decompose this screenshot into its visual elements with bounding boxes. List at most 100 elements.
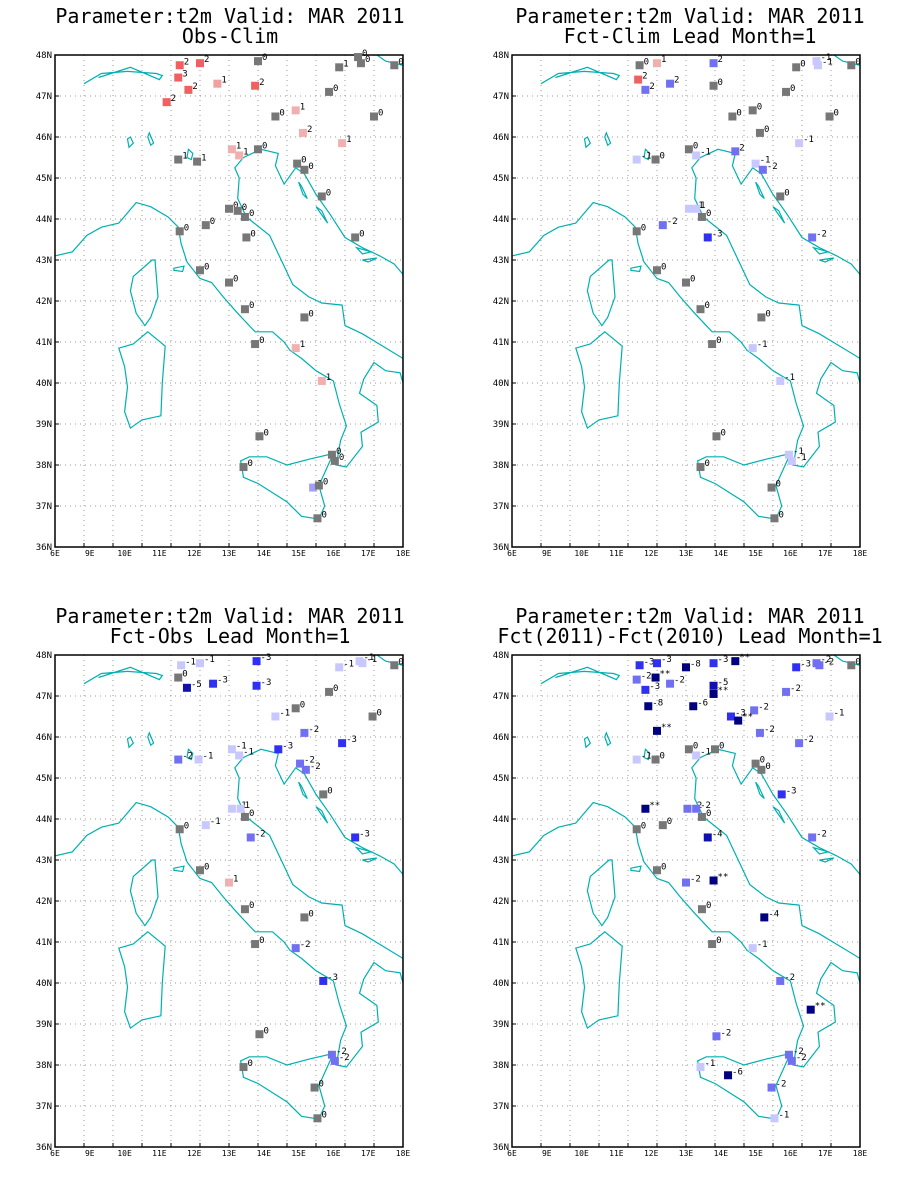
northern-lake-shore: [83, 66, 164, 85]
northern-lake-shore: [540, 666, 621, 685]
station-marker: [758, 165, 767, 174]
lon-tick-label: 11E: [609, 549, 624, 558]
lat-tick-label: 42N: [36, 297, 52, 307]
lon-tick-label: 12E: [187, 549, 202, 558]
lat-tick-label: 48N: [493, 651, 509, 661]
lon-tick-label: 17E: [361, 549, 376, 558]
panel-4-title-line2: Fct(2011)-Fct(2010) Lead Month=1: [497, 624, 883, 648]
station-value: -2: [667, 217, 678, 227]
station-marker: [684, 145, 693, 154]
station-value: -2: [816, 829, 827, 839]
station-marker: [319, 790, 328, 799]
station-marker: [209, 679, 218, 688]
station-marker: [314, 481, 323, 490]
station-value: -2: [336, 1047, 347, 1057]
station-marker: [644, 702, 653, 711]
lon-tick-label: 12E: [187, 1149, 202, 1158]
station-marker: [782, 87, 791, 96]
station-value: 0: [249, 901, 254, 911]
panel-2-title-line2: Fct-Clim Lead Month=1: [563, 24, 817, 48]
station-marker: [193, 157, 202, 166]
lon-tick-label: 18E: [396, 549, 411, 558]
station-marker: [330, 1056, 339, 1065]
station-marker: [751, 159, 760, 168]
lon-tick-label: 9E: [542, 549, 552, 558]
station-value: -2: [304, 756, 315, 766]
station-marker: [227, 745, 236, 754]
panel-1-title-line2: Obs-Clim: [181, 24, 279, 48]
lon-tick-label: 16E: [783, 1149, 798, 1158]
station-marker: [641, 685, 650, 694]
italy-coastline: [55, 148, 403, 468]
station-marker: [632, 155, 641, 164]
station-value: 0: [660, 152, 665, 162]
lon-tick-label: 11E: [152, 549, 167, 558]
station-value: 0: [776, 480, 781, 490]
lon-tick-label: 14E: [714, 1149, 729, 1158]
lon-tick-label: 11E: [609, 1149, 624, 1158]
station-value: 0: [249, 809, 254, 819]
station-value: 2: [674, 76, 679, 86]
station-marker: [291, 944, 300, 953]
station-marker: [760, 913, 769, 922]
station-marker: [651, 155, 660, 164]
station-marker: [795, 139, 804, 148]
station-value: -4: [768, 909, 779, 919]
station-marker: [795, 739, 804, 748]
station-marker: [196, 59, 204, 68]
station-value: -2: [790, 684, 801, 694]
station-marker: [825, 712, 834, 721]
station-value: -1: [834, 709, 845, 719]
northern-lake-shore: [540, 66, 621, 85]
lat-tick-label: 44N: [36, 215, 52, 225]
station-marker: [748, 106, 757, 115]
station-value: 0: [321, 510, 326, 520]
station-value: -5: [191, 680, 202, 690]
lon-tick-label: 18E: [853, 1149, 868, 1158]
station-marker: [254, 145, 262, 154]
station-marker: [825, 112, 834, 121]
station-value: 2: [171, 94, 176, 104]
station-marker: [683, 804, 692, 813]
lat-tick-label: 39N: [493, 1020, 509, 1030]
station-value: 0: [778, 510, 783, 520]
station-value: 0: [262, 141, 267, 151]
station-marker: [712, 432, 721, 441]
station-value: -3: [800, 659, 811, 669]
station-value: -3: [261, 678, 272, 688]
lon-tick-label: 6E: [507, 549, 517, 558]
station-marker: [728, 112, 737, 121]
station-value: 0: [327, 786, 332, 796]
station-marker: [692, 204, 701, 213]
island-coastline: [819, 257, 835, 263]
lon-tick-label: 11E: [152, 1149, 167, 1158]
station-marker: [653, 59, 661, 68]
station-marker: [196, 659, 204, 668]
station-marker: [696, 305, 705, 314]
coastline: [55, 55, 403, 520]
lake-shore: [643, 748, 651, 761]
station-value: -1: [343, 659, 354, 669]
lon-tick-label: 13E: [679, 1149, 694, 1158]
station-marker: [731, 147, 740, 156]
station-value: 0: [184, 821, 189, 831]
station-value: 0: [716, 336, 721, 346]
station-value: 0: [765, 762, 770, 772]
station-marker: [658, 821, 667, 830]
station-value: 0: [764, 125, 769, 135]
sardinia-coastline: [118, 331, 166, 430]
station-value: 0: [210, 217, 215, 227]
station-marker: [291, 704, 300, 713]
gridlines: [55, 55, 403, 547]
station-value: -6: [732, 1067, 743, 1077]
station-value: 0: [790, 84, 795, 94]
coastline: [55, 655, 403, 1120]
station-marker: [682, 663, 690, 672]
station-value: -3: [282, 741, 293, 751]
island-coastline: [772, 806, 786, 824]
station-marker: [708, 340, 717, 349]
station-value: -2: [764, 725, 775, 735]
stations: -3 -3 -8 -3 **-3 -2-2 0-2 **-2 -5**-3 -2-8 -6 -2-3*…: [632, 653, 861, 1123]
station-marker: [196, 266, 204, 275]
